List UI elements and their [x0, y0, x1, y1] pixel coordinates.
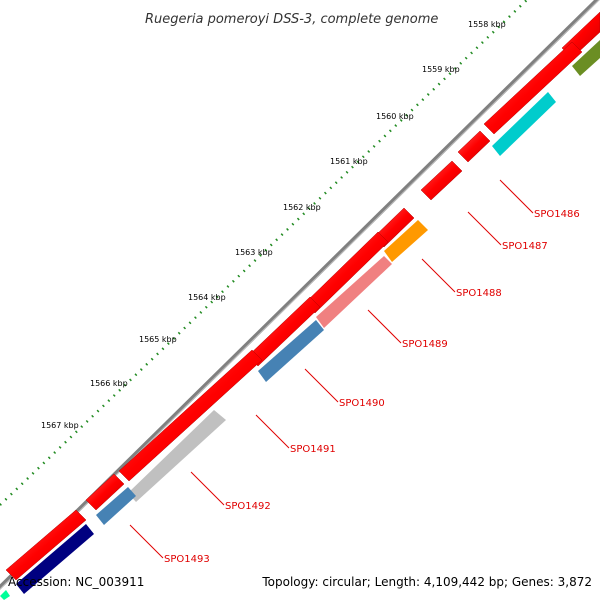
reverse-cds-track	[0, 40, 600, 600]
leader-spo1486	[499, 179, 534, 214]
gene-label-spo1491[interactable]: SPO1491	[290, 444, 336, 455]
scale-label: 1561 kbp	[330, 157, 368, 166]
scale-label: 1560 kbp	[376, 112, 414, 121]
gene-label-leaders	[129, 179, 534, 559]
leader-spo1487	[467, 211, 502, 246]
gene-label-spo1493[interactable]: SPO1493	[164, 554, 210, 565]
cds-spo1495[interactable]	[0, 590, 10, 600]
cds-spo1486[interactable]	[492, 92, 556, 156]
leader-spo1488	[421, 258, 456, 293]
map-title: Ruegeria pomeroyi DSS-3, complete genome	[145, 12, 438, 27]
cds-forward[interactable]	[483, 41, 583, 135]
scale-label: 1567 kbp	[41, 421, 79, 430]
cds-forward[interactable]	[5, 509, 87, 581]
gene-label-spo1490[interactable]: SPO1490	[339, 398, 385, 409]
leader-spo1490	[304, 368, 339, 403]
leader-spo1493	[129, 524, 164, 559]
cds-spo1493[interactable]	[96, 487, 136, 525]
scale-label: 1564 kbp	[188, 293, 226, 302]
accession-text: Accession: NC_003911	[8, 575, 144, 589]
gene-label-spo1487[interactable]: SPO1487	[502, 241, 548, 252]
gene-labels: SPO1486 SPO1487 SPO1488 SPO1489 SPO1490 …	[164, 209, 580, 565]
cds-spo1485[interactable]	[572, 40, 600, 76]
gene-label-spo1486[interactable]: SPO1486	[534, 209, 580, 220]
cds-spo1489[interactable]	[316, 256, 392, 328]
scale-tick-line	[0, 0, 529, 506]
scale-label: 1563 kbp	[235, 248, 273, 257]
gene-label-spo1492[interactable]: SPO1492	[225, 501, 271, 512]
scale-labels: 1558 kbp 1559 kbp 1560 kbp 1561 kbp 1562…	[41, 20, 506, 430]
forward-cds-track	[5, 11, 600, 581]
gene-label-spo1488[interactable]: SPO1488	[456, 288, 502, 299]
scale-label: 1562 kbp	[283, 203, 321, 212]
leader-spo1492	[190, 471, 225, 506]
scale-label: 1565 kbp	[139, 335, 177, 344]
scale-label: 1558 kbp	[468, 20, 506, 29]
leader-spo1491	[255, 414, 290, 449]
scale-label: 1559 kbp	[422, 65, 460, 74]
topology-text: Topology: circular; Length: 4,109,442 bp…	[261, 575, 592, 589]
cds-spo1488[interactable]	[384, 220, 428, 262]
cds-forward[interactable]	[457, 130, 491, 163]
cds-forward[interactable]	[85, 473, 125, 511]
gene-label-spo1489[interactable]: SPO1489	[402, 339, 448, 350]
cds-spo1494[interactable]	[16, 524, 94, 594]
cds-spo1490[interactable]	[258, 320, 324, 382]
scale-label: 1566 kbp	[90, 379, 128, 388]
cds-forward[interactable]	[420, 160, 463, 201]
leader-spo1489	[367, 309, 402, 344]
cds-forward[interactable]	[118, 349, 263, 482]
cds-spo1492[interactable]	[128, 410, 226, 502]
